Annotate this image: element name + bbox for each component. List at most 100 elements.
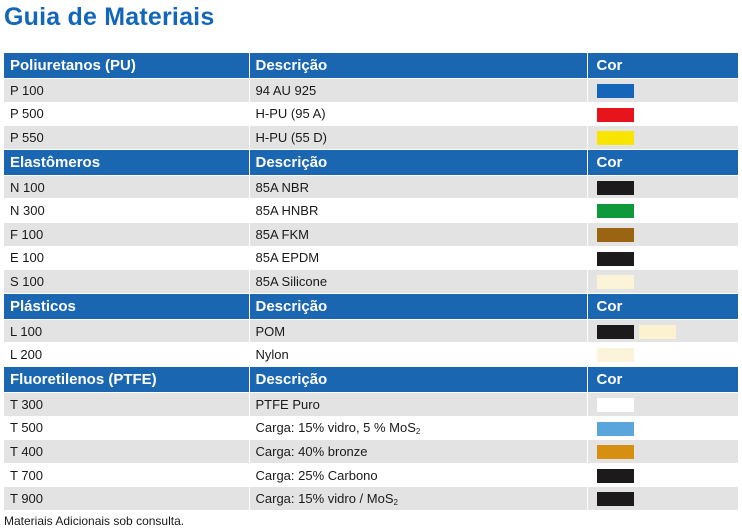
- color-header: Cor: [587, 366, 738, 393]
- color-swatch: [596, 275, 634, 290]
- material-description-text: PTFE Puro: [255, 396, 320, 412]
- section-title: Fluoretilenos (PTFE): [4, 366, 250, 393]
- color-swatch: [596, 348, 634, 363]
- description-header: Descrição: [249, 293, 588, 320]
- material-description: H-PU (95 A): [249, 102, 588, 127]
- color-cell: [587, 416, 738, 441]
- material-code: L 200: [4, 342, 250, 367]
- color-cell: [587, 198, 738, 223]
- material-code: N 300: [4, 198, 250, 223]
- color-cell: [587, 125, 738, 150]
- color-swatch: [596, 107, 634, 122]
- material-description: Carga: 25% Carbono: [249, 463, 588, 488]
- description-header: Descrição: [249, 149, 588, 176]
- section-header-row: Poliuretanos (PU) Descrição Cor: [4, 53, 738, 79]
- color-swatch: [596, 445, 634, 460]
- color-swatch: [596, 131, 634, 146]
- material-code: T 700: [4, 463, 250, 488]
- color-header: Cor: [587, 149, 738, 176]
- material-code: T 500: [4, 416, 250, 441]
- subscript: 2: [415, 427, 421, 437]
- material-code: N 100: [4, 175, 250, 200]
- material-description: Nylon: [249, 342, 588, 367]
- color-cell: [587, 486, 738, 511]
- material-code: F 100: [4, 222, 250, 247]
- material-description: 85A FKM: [249, 222, 588, 247]
- material-row: L 200 Nylon: [4, 342, 738, 367]
- material-row: F 100 85A FKM: [4, 222, 738, 247]
- material-code: E 100: [4, 246, 250, 271]
- material-description: 85A NBR: [249, 175, 588, 200]
- material-description-text: H-PU (55 D): [255, 129, 328, 145]
- description-header: Descrição: [249, 53, 588, 79]
- material-description-text: 85A Silicone: [255, 273, 328, 289]
- color-swatch: [596, 468, 634, 483]
- material-description-text: 85A NBR: [255, 179, 309, 195]
- color-cell: [587, 392, 738, 417]
- color-cell: [587, 342, 738, 367]
- material-description: Carga: 15% vidro / MoS2: [249, 486, 588, 511]
- material-description-text: 85A FKM: [255, 226, 309, 242]
- material-row: T 500 Carga: 15% vidro, 5 % MoS2: [4, 416, 738, 441]
- material-row: T 700 Carga: 25% Carbono: [4, 463, 738, 488]
- material-description-text: POM: [255, 323, 286, 339]
- material-description: H-PU (55 D): [249, 125, 588, 150]
- material-row: P 100 94 AU 925: [4, 78, 738, 103]
- section-header-row: Elastômeros Descrição Cor: [4, 149, 738, 176]
- material-description-text: 94 AU 925: [255, 82, 317, 98]
- material-code: P 100: [4, 78, 250, 103]
- color-cell: [587, 269, 738, 294]
- material-row: S 100 85A Silicone: [4, 269, 738, 294]
- color-swatch: [596, 492, 634, 507]
- material-description: PTFE Puro: [249, 392, 588, 417]
- description-header: Descrição: [249, 366, 588, 393]
- material-row: P 550 H-PU (55 D): [4, 125, 738, 150]
- subscript: 2: [393, 498, 398, 508]
- color-cell: [587, 319, 738, 344]
- color-cell: [587, 102, 738, 127]
- material-code: T 400: [4, 439, 250, 464]
- material-code: T 900: [4, 486, 250, 511]
- material-row: L 100 POM: [4, 319, 738, 344]
- color-swatch: [596, 398, 634, 413]
- material-description-text: 85A EPDM: [255, 250, 320, 266]
- material-description: POM: [249, 319, 588, 344]
- color-header: Cor: [587, 53, 738, 79]
- section-title: Plásticos: [4, 293, 250, 320]
- footnote: Materiais Adicionais sob consulta.: [4, 514, 185, 528]
- material-description-text: Carga: 15% vidro, 5 % MoS: [255, 420, 416, 436]
- material-row: T 300 PTFE Puro: [4, 392, 738, 417]
- color-cell: [587, 222, 738, 247]
- material-row: N 100 85A NBR: [4, 175, 738, 200]
- color-cell: [587, 463, 738, 488]
- material-row: P 500 H-PU (95 A): [4, 102, 738, 127]
- section-header-row: Plásticos Descrição Cor: [4, 293, 738, 320]
- material-code: S 100: [4, 269, 250, 294]
- material-description: 85A EPDM: [249, 246, 588, 271]
- material-code: L 100: [4, 319, 250, 344]
- material-description: 94 AU 925: [249, 78, 588, 103]
- material-code: P 550: [4, 125, 250, 150]
- material-description: Carga: 40% bronze: [249, 439, 588, 464]
- color-swatch: [596, 421, 634, 436]
- materials-table: Poliuretanos (PU) Descrição Cor P 100 94 AU …: [4, 53, 738, 511]
- section-title: Poliuretanos (PU): [4, 53, 250, 79]
- color-cell: [587, 246, 738, 271]
- material-description: 85A Silicone: [249, 269, 588, 294]
- color-swatch: [596, 228, 634, 243]
- color-header: Cor: [587, 293, 738, 320]
- materials-table-body: Poliuretanos (PU) Descrição Cor P 100 94 AU …: [4, 53, 738, 511]
- material-code: T 300: [4, 392, 250, 417]
- color-swatch: [596, 84, 634, 99]
- material-description-text: Carga: 15% vidro / MoS: [255, 491, 394, 507]
- material-row: T 400 Carga: 40% bronze: [4, 439, 738, 464]
- section-title: Elastômeros: [4, 149, 250, 176]
- material-description-text: Nylon: [255, 347, 289, 363]
- material-description: Carga: 15% vidro, 5 % MoS2: [249, 416, 588, 441]
- color-cell: [587, 78, 738, 103]
- material-row: E 100 85A EPDM: [4, 246, 738, 271]
- material-description-text: Carga: 25% Carbono: [255, 467, 378, 483]
- material-description-text: H-PU (95 A): [255, 106, 326, 122]
- color-swatch: [596, 204, 634, 219]
- color-cell: [587, 175, 738, 200]
